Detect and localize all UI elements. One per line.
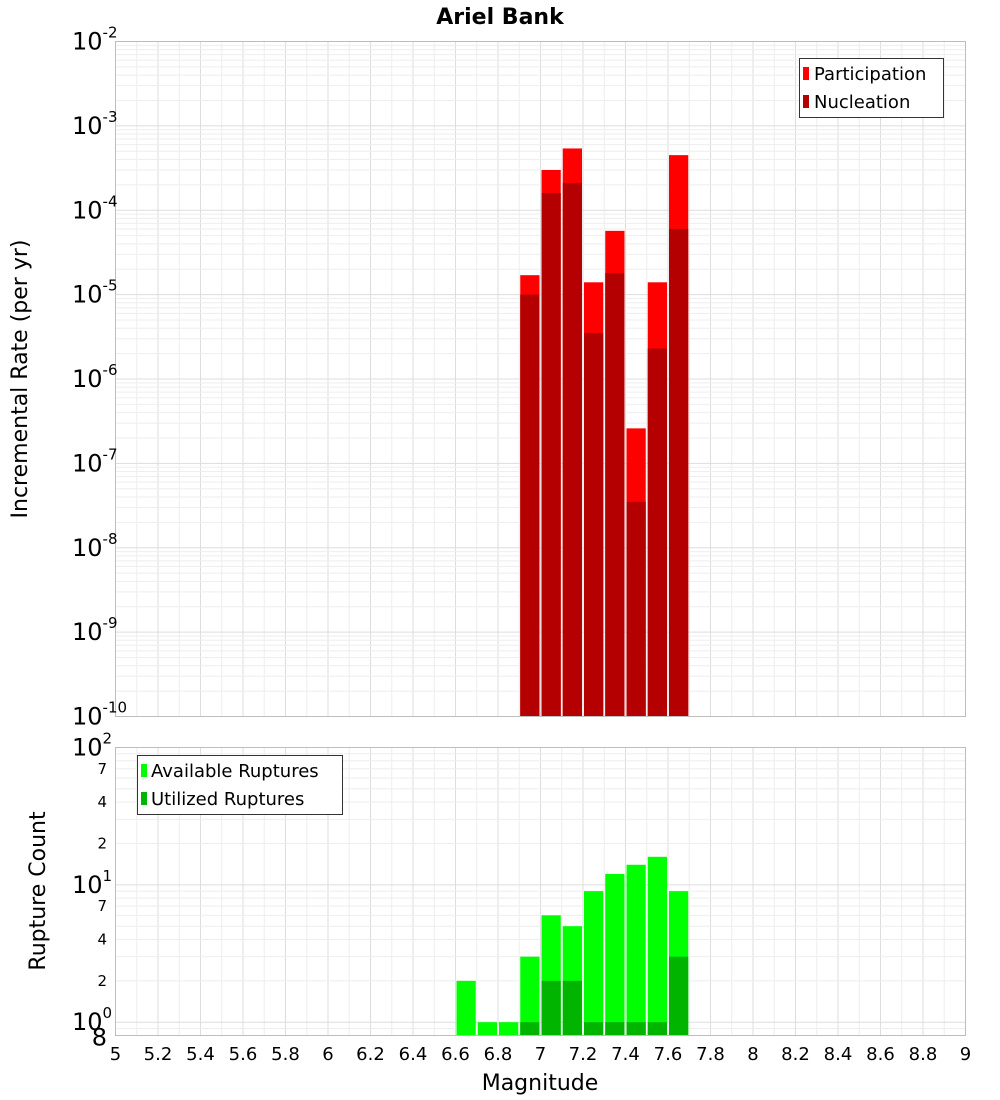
bottom-bar-utilized-ruptures <box>520 1022 540 1036</box>
bottom-y-minor-tick-label: 8 <box>92 1024 107 1052</box>
top-legend: Participation Nucleation <box>799 58 944 118</box>
bottom-bar-utilized-ruptures <box>562 980 582 1036</box>
top-y-tick-label: 10-3 <box>72 108 118 140</box>
x-tick-label: 6.6 <box>441 1044 470 1065</box>
chart-title: Ariel Bank <box>436 5 565 30</box>
top-bar-nucleation <box>584 333 604 717</box>
bottom-bar-utilized-ruptures <box>605 1022 625 1036</box>
top-gridlines <box>115 41 966 717</box>
bottom-bars <box>456 856 689 1036</box>
x-tick-label: 8.6 <box>866 1044 895 1065</box>
top-y-tick-label: 10-8 <box>72 530 118 562</box>
top-bar-nucleation <box>562 183 582 717</box>
top-bar-nucleation <box>520 294 540 717</box>
legend-swatch-nucleation <box>803 95 809 108</box>
x-tick-label: 5 <box>110 1044 121 1065</box>
bottom-bar-available-ruptures <box>520 956 540 1036</box>
legend-swatch-available <box>141 764 147 777</box>
top-plot-border <box>115 41 966 717</box>
bottom-y-axis-label: Rupture Count <box>26 811 51 971</box>
bottom-y-minor-tick-label: 7 <box>97 897 107 915</box>
x-tick-label: 6.2 <box>356 1044 385 1065</box>
x-tick-label: 6 <box>322 1044 333 1065</box>
x-tick-label: 8.8 <box>909 1044 938 1065</box>
x-tick-label: 8 <box>747 1044 758 1065</box>
top-bar-nucleation <box>647 348 667 717</box>
bottom-y-minor-tick-label: 7 <box>97 760 107 778</box>
x-tick-label: 8.2 <box>781 1044 810 1065</box>
x-tick-label: 7 <box>535 1044 546 1065</box>
bottom-y-minor-tick-label: 2 <box>97 835 107 853</box>
bottom-bar-available-ruptures <box>499 1022 519 1036</box>
bottom-bar-available-ruptures <box>477 1022 497 1036</box>
x-tick-label: 7.6 <box>654 1044 683 1065</box>
bottom-y-minor-tick-label: 4 <box>97 793 107 811</box>
bottom-y-tick-label: 102 <box>72 730 112 762</box>
legend-label-available: Available Ruptures <box>151 761 319 782</box>
top-y-tick-label: 10-2 <box>72 24 118 56</box>
bottom-bar-available-ruptures <box>584 891 604 1036</box>
legend-label-participation: Participation <box>814 64 926 85</box>
x-tick-label: 7.8 <box>696 1044 725 1065</box>
bottom-bar-utilized-ruptures <box>541 980 561 1036</box>
bottom-legend: Available Ruptures Utilized Ruptures <box>137 755 343 815</box>
bottom-y-tick-label: 101 <box>72 867 112 899</box>
bottom-bar-available-ruptures <box>456 980 476 1036</box>
bottom-bar-utilized-ruptures <box>647 1022 667 1036</box>
top-y-tick-label: 10-10 <box>72 699 127 731</box>
x-tick-label: 7.2 <box>569 1044 598 1065</box>
top-bar-nucleation <box>626 501 646 717</box>
top-bar-nucleation <box>541 193 561 717</box>
x-tick-label: 5.8 <box>271 1044 300 1065</box>
top-y-tick-label: 10-6 <box>72 361 118 393</box>
x-tick-label: 8.4 <box>824 1044 853 1065</box>
top-panel: 10-10 10-9 10-8 10-7 10-6 10-5 10-4 10-3 10-2 In… <box>8 24 966 731</box>
bottom-y-minor-tick-label: 2 <box>97 972 107 990</box>
x-tick-label: 9 <box>960 1044 971 1065</box>
x-tick-label: 6.8 <box>484 1044 513 1065</box>
legend-label-utilized: Utilized Ruptures <box>151 789 304 810</box>
bottom-y-tick-label: 100 <box>72 1004 112 1036</box>
x-tick-label: 5.6 <box>229 1044 258 1065</box>
x-tick-label: 6.4 <box>399 1044 428 1065</box>
bottom-bar-utilized-ruptures <box>626 1022 646 1036</box>
x-tick-label: 5.4 <box>186 1044 215 1065</box>
legend-swatch-utilized <box>141 792 147 805</box>
top-bar-nucleation <box>669 228 689 717</box>
bottom-bar-available-ruptures <box>647 856 667 1036</box>
top-y-axis-label: Incremental Rate (per yr) <box>8 240 33 519</box>
x-tick-labels: 5 5.2 5.4 5.6 5.8 6 6.2 6.4 6.6 6.8 7 7.2 7.4 7.6 7.8 8… <box>110 1044 971 1065</box>
top-bars <box>520 148 689 717</box>
bottom-legend-box <box>137 755 343 815</box>
bottom-bar-utilized-ruptures <box>584 1022 604 1036</box>
legend-swatch-participation <box>803 67 809 80</box>
legend-label-nucleation: Nucleation <box>814 92 910 113</box>
top-y-tick-label: 10-7 <box>72 445 118 477</box>
top-y-tick-label: 10-4 <box>72 192 118 224</box>
bottom-bar-available-ruptures <box>605 873 625 1036</box>
top-bar-nucleation <box>605 273 625 717</box>
x-axis-label: Magnitude <box>482 1071 599 1096</box>
top-y-tick-label: 10-5 <box>72 277 118 309</box>
top-legend-box <box>799 58 944 118</box>
bottom-plot-border <box>115 747 966 1036</box>
x-tick-label: 7.4 <box>611 1044 640 1065</box>
bottom-bar-available-ruptures <box>626 864 646 1036</box>
x-tick-label: 5.2 <box>144 1044 173 1065</box>
top-y-tick-label: 10-9 <box>72 614 118 646</box>
top-y-tick-labels: 10-10 10-9 10-8 10-7 10-6 10-5 10-4 10-3 10-2 <box>72 24 127 731</box>
bottom-y-minor-tick-label: 4 <box>97 931 107 949</box>
bottom-bar-utilized-ruptures <box>669 956 689 1036</box>
